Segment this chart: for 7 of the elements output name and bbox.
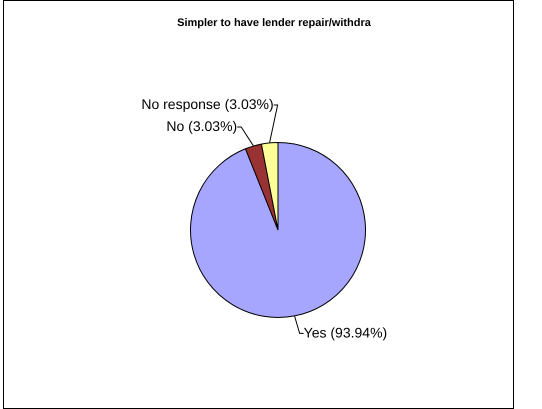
slice-label: Yes [304, 324, 326, 340]
chart-title: Simpler to have lender repair/withdra [177, 17, 372, 30]
data-label: (3.03%) [224, 96, 274, 112]
slice-label: No response [141, 96, 221, 112]
data-label: (3.03%) [188, 118, 238, 134]
data-label: (93.94%) [330, 324, 388, 340]
slice-label: No [166, 118, 185, 134]
